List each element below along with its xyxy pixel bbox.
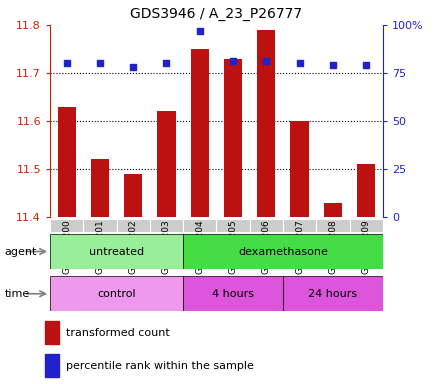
- Bar: [83, 219, 116, 232]
- Bar: [50, 219, 83, 232]
- Bar: [190, 49, 208, 217]
- Bar: [183, 276, 283, 311]
- Text: 4 hours: 4 hours: [211, 289, 253, 299]
- Text: GSM847200: GSM847200: [62, 220, 71, 274]
- Text: 24 hours: 24 hours: [308, 289, 357, 299]
- Bar: [57, 107, 76, 217]
- Bar: [256, 30, 275, 217]
- Text: untreated: untreated: [89, 247, 144, 257]
- Point: [296, 60, 302, 66]
- Bar: [224, 59, 242, 217]
- Text: dexamethasone: dexamethasone: [237, 247, 327, 257]
- Point: [196, 28, 203, 34]
- Bar: [124, 174, 142, 217]
- Text: GSM847203: GSM847203: [161, 220, 171, 274]
- Bar: [91, 159, 109, 217]
- Bar: [183, 219, 216, 232]
- Bar: [249, 219, 283, 232]
- Bar: [349, 219, 382, 232]
- Text: GSM847205: GSM847205: [228, 220, 237, 274]
- Bar: [157, 111, 175, 217]
- Text: GSM847201: GSM847201: [95, 220, 104, 274]
- Bar: [50, 276, 183, 311]
- Text: GSM847202: GSM847202: [128, 220, 138, 274]
- Bar: [323, 203, 341, 217]
- Text: GSM847206: GSM847206: [261, 220, 270, 274]
- Bar: [116, 219, 149, 232]
- Text: GSM847209: GSM847209: [361, 220, 370, 274]
- Bar: [45, 321, 59, 344]
- Bar: [316, 219, 349, 232]
- Point: [229, 58, 236, 65]
- Point: [262, 58, 269, 65]
- Bar: [45, 354, 59, 377]
- Title: GDS3946 / A_23_P26777: GDS3946 / A_23_P26777: [130, 7, 302, 21]
- Point: [329, 62, 335, 68]
- Text: GSM847207: GSM847207: [294, 220, 303, 274]
- Point: [129, 64, 136, 70]
- Bar: [283, 219, 316, 232]
- Text: GSM847208: GSM847208: [328, 220, 337, 274]
- Point: [163, 60, 170, 66]
- Bar: [183, 234, 382, 269]
- Text: transformed count: transformed count: [66, 328, 169, 338]
- Bar: [356, 164, 375, 217]
- Bar: [50, 234, 183, 269]
- Point: [96, 60, 103, 66]
- Text: agent: agent: [4, 247, 36, 257]
- Bar: [283, 276, 382, 311]
- Text: GSM847204: GSM847204: [195, 220, 204, 274]
- Point: [362, 62, 369, 68]
- Bar: [149, 219, 183, 232]
- Bar: [290, 121, 308, 217]
- Text: time: time: [4, 289, 30, 299]
- Point: [63, 60, 70, 66]
- Text: percentile rank within the sample: percentile rank within the sample: [66, 361, 253, 371]
- Bar: [216, 219, 249, 232]
- Text: control: control: [97, 289, 135, 299]
